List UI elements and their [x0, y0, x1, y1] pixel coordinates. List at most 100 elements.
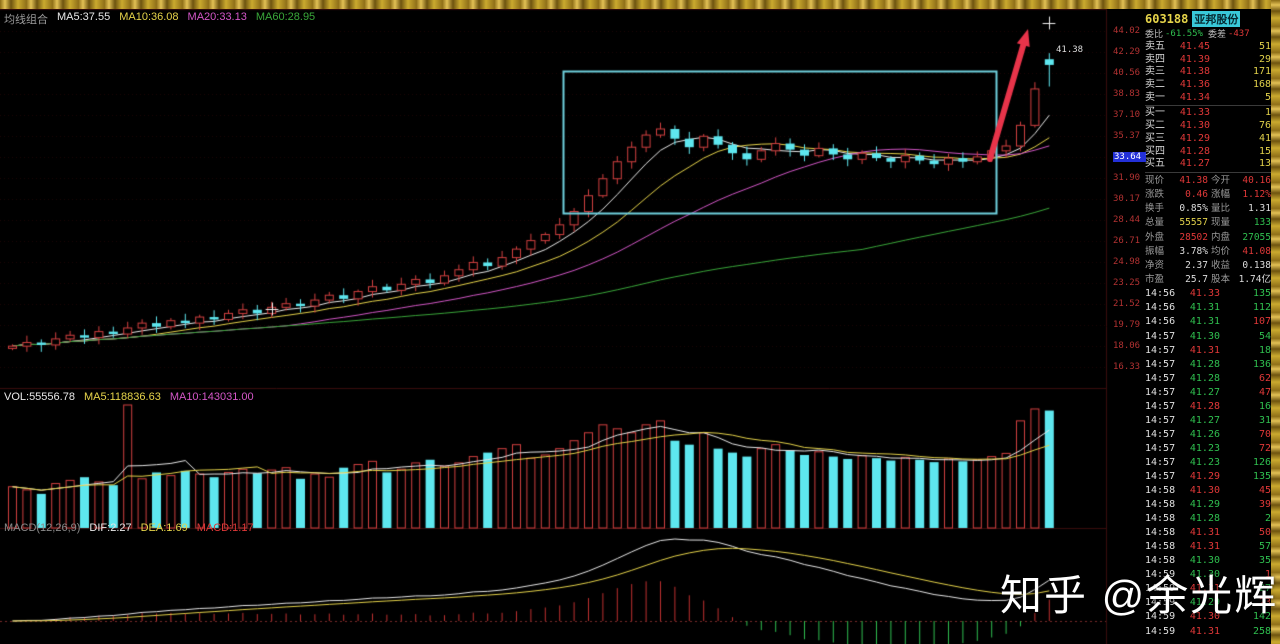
tick-price: 41.29 — [1189, 597, 1220, 609]
sell-price: 41.34 — [1179, 91, 1210, 103]
sell-volume: 51 — [1258, 41, 1271, 52]
stock-code: 603188 — [1145, 11, 1189, 26]
price-axis-label: 42.29 — [1113, 47, 1141, 57]
sell-volume: 168 — [1252, 79, 1271, 91]
tick-time: 14:57 — [1145, 442, 1176, 454]
buy-volume: 13 — [1258, 158, 1271, 170]
tick-trade-list[interactable]: 14:56 41.33 135 14:56 41.31 112 14:56 41.31 107 1… — [1145, 287, 1271, 638]
tick-price: 41.23 — [1189, 456, 1220, 468]
tick-row: 14:57 41.30 54 — [1145, 330, 1271, 344]
tick-time: 14:56 — [1145, 316, 1176, 328]
info-value: 28502 — [1179, 231, 1208, 243]
tick-price: 41.23 — [1189, 442, 1220, 454]
tick-time: 14:58 — [1145, 541, 1176, 553]
tick-time: 14:59 — [1145, 611, 1176, 623]
tick-row: 14:59 41.30 1 — [1145, 568, 1271, 582]
price-axis-label: 16.33 — [1113, 362, 1141, 372]
tick-row: 14:58 41.31 57 — [1145, 540, 1271, 554]
tick-time: 14:57 — [1145, 330, 1176, 342]
info-label: 总量 — [1145, 217, 1165, 229]
price-axis-label: 30.17 — [1113, 194, 1141, 204]
tick-price: 41.31 — [1189, 344, 1220, 356]
buy-price: 41.30 — [1179, 120, 1210, 132]
info-label: 净资 — [1145, 260, 1165, 271]
quote-info-row: 涨跌 0.46 涨幅 1.12% — [1145, 188, 1271, 202]
buy-order-row[interactable]: 买五 41.27 13 — [1145, 158, 1271, 171]
info-label: 内盘 — [1211, 231, 1231, 243]
price-axis-label: 21.52 — [1113, 299, 1141, 309]
quote-info-row: 振幅 3.78% 均价 41.08 — [1145, 245, 1271, 259]
buy-order-row[interactable]: 买一 41.33 1 — [1145, 107, 1271, 120]
sell-order-row[interactable]: 卖二 41.36 168 — [1145, 79, 1271, 92]
tick-price: 41.30 — [1189, 611, 1220, 623]
tick-volume: 112 — [1252, 302, 1271, 314]
tick-price: 41.29 — [1189, 499, 1220, 511]
tick-volume: 39 — [1258, 499, 1271, 511]
buy-volume: 1 — [1264, 107, 1271, 119]
tick-volume: 135 — [1252, 470, 1271, 482]
info-value: 0.46 — [1185, 189, 1208, 201]
buy-order-row[interactable]: 买三 41.29 41 — [1145, 133, 1271, 146]
tick-volume: 47 — [1258, 386, 1271, 398]
info-value: 0.138 — [1242, 260, 1271, 271]
tick-volume: 16 — [1258, 400, 1271, 412]
tick-volume: 1 — [1264, 569, 1271, 581]
tick-time: 14:58 — [1145, 527, 1176, 539]
buy-order-row[interactable]: 买四 41.28 15 — [1145, 146, 1271, 159]
vol-indicator-item-1: MA5:118836.63 — [83, 391, 161, 403]
tick-volume: 45 — [1258, 485, 1271, 497]
tick-row: 14:56 41.31 112 — [1145, 301, 1271, 315]
info-value: 133 — [1253, 217, 1271, 229]
info-value: 1.31 — [1248, 203, 1271, 215]
price-axis-label: 35.37 — [1113, 131, 1141, 141]
sell-volume: 29 — [1258, 53, 1271, 65]
price-axis-label: 44.02 — [1113, 26, 1141, 36]
macd-indicator-item-0: MACD(12,26,9) — [4, 522, 81, 534]
buy-price: 41.29 — [1179, 132, 1210, 144]
tick-price: 41.31 — [1189, 527, 1220, 539]
ma-indicator-label: 均线组合 MA5:37.55 MA10:36.08 MA20:33.13 MA60:28… — [4, 11, 315, 27]
tick-row: 14:59 41.29 23 — [1145, 596, 1271, 610]
quote-info-row: 现价 41.38 今开 40.16 — [1145, 174, 1271, 188]
tick-time: 14:58 — [1145, 513, 1176, 525]
tick-time: 14:57 — [1145, 372, 1176, 384]
tick-time: 14:57 — [1145, 470, 1176, 482]
sell-order-row[interactable]: 卖五 41.45 51 — [1145, 41, 1271, 54]
sell-order-row[interactable]: 卖一 41.34 5 — [1145, 92, 1271, 105]
buy-volume: 41 — [1258, 132, 1271, 144]
macd-indicator-item-1: DIF:2.27 — [89, 522, 132, 534]
sell-price: 41.38 — [1179, 66, 1210, 78]
info-label: 股本 — [1211, 274, 1231, 286]
buy-order-row[interactable]: 买二 41.30 76 — [1145, 120, 1271, 133]
tick-row: 14:59 41.31 258 — [1145, 625, 1271, 639]
buy-level-label: 买一 — [1145, 107, 1165, 119]
tick-time: 14:57 — [1145, 400, 1176, 412]
weicha-value: -437 — [1227, 29, 1250, 39]
tick-time: 14:57 — [1145, 386, 1176, 398]
buy-level-label: 买四 — [1145, 145, 1165, 157]
tick-time: 14:58 — [1145, 485, 1176, 497]
sell-order-row[interactable]: 卖四 41.39 29 — [1145, 54, 1271, 67]
buy-level-label: 买二 — [1145, 120, 1165, 132]
sell-level-label: 卖五 — [1145, 41, 1165, 52]
quote-info-row: 外盘 28502 内盘 27055 — [1145, 231, 1271, 245]
info-value: 2.37 — [1185, 260, 1208, 271]
price-axis-label: 38.83 — [1113, 89, 1141, 99]
info-label: 外盘 — [1145, 231, 1165, 243]
tick-price: 41.30 — [1189, 555, 1220, 567]
stock-header[interactable]: 603188 亚邦股份 — [1145, 9, 1271, 28]
info-value: 40.16 — [1242, 174, 1271, 186]
order-imbalance-row: 委比 -61.55% 委差 -437 — [1145, 28, 1271, 41]
tick-time: 14:56 — [1145, 288, 1176, 300]
ma-indicator-item-0: 均线组合 — [4, 14, 48, 26]
tick-row: 14:57 41.28 136 — [1145, 358, 1271, 372]
buy-volume: 15 — [1258, 145, 1271, 157]
tick-price: 41.31 — [1189, 583, 1220, 595]
tick-volume: 31 — [1258, 414, 1271, 426]
volume-indicator-label: VOL:55556.78 MA5:118836.63 MA10:143031.00 — [4, 391, 254, 403]
sell-order-row[interactable]: 卖三 41.38 171 — [1145, 66, 1271, 79]
tick-row: 14:57 41.28 16 — [1145, 400, 1271, 414]
kline-chart-canvas[interactable] — [0, 9, 1112, 644]
tick-row: 14:58 41.31 50 — [1145, 526, 1271, 540]
